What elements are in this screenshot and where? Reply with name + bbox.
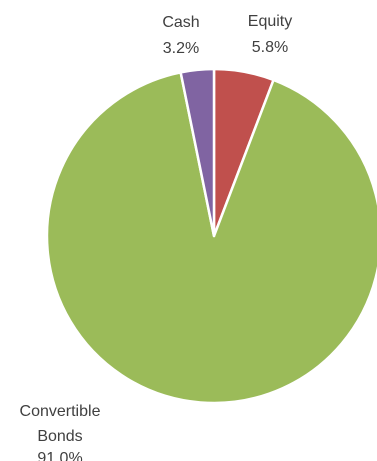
cash-value-label: 3.2% bbox=[163, 40, 199, 57]
slice-convertible-bonds bbox=[45, 71, 377, 405]
cash-label: Cash bbox=[162, 14, 199, 31]
equity-value-label: 5.8% bbox=[252, 39, 288, 56]
convertible-bonds-value-label: 91.0% bbox=[37, 450, 82, 461]
slice-cash bbox=[179, 67, 216, 238]
equity-label: Equity bbox=[248, 13, 292, 30]
convertible-bonds-label: Convertible bbox=[20, 403, 101, 420]
convertible-bonds-label-line2: Bonds bbox=[37, 428, 82, 445]
pie-slices bbox=[45, 67, 377, 405]
